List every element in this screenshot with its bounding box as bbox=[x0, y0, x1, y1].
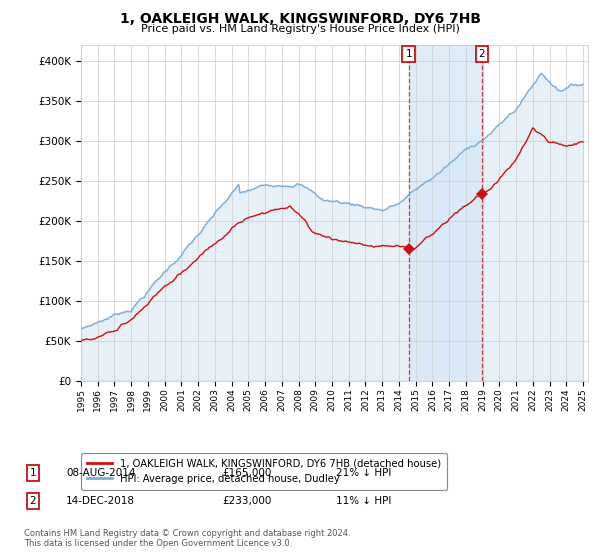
Text: 11% ↓ HPI: 11% ↓ HPI bbox=[336, 496, 391, 506]
Text: This data is licensed under the Open Government Licence v3.0.: This data is licensed under the Open Gov… bbox=[24, 539, 292, 548]
Text: 14-DEC-2018: 14-DEC-2018 bbox=[66, 496, 135, 506]
Text: 1, OAKLEIGH WALK, KINGSWINFORD, DY6 7HB: 1, OAKLEIGH WALK, KINGSWINFORD, DY6 7HB bbox=[119, 12, 481, 26]
Text: 2: 2 bbox=[29, 496, 37, 506]
Bar bbox=[409, 45, 482, 381]
Text: 08-AUG-2014: 08-AUG-2014 bbox=[66, 468, 136, 478]
Legend: 1, OAKLEIGH WALK, KINGSWINFORD, DY6 7HB (detached house), HPI: Average price, de: 1, OAKLEIGH WALK, KINGSWINFORD, DY6 7HB … bbox=[81, 453, 447, 490]
Text: 1: 1 bbox=[29, 468, 37, 478]
Text: Contains HM Land Registry data © Crown copyright and database right 2024.: Contains HM Land Registry data © Crown c… bbox=[24, 529, 350, 538]
Text: 2: 2 bbox=[478, 49, 485, 59]
Text: Price paid vs. HM Land Registry's House Price Index (HPI): Price paid vs. HM Land Registry's House … bbox=[140, 24, 460, 34]
Text: 1: 1 bbox=[406, 49, 412, 59]
Text: £165,000: £165,000 bbox=[222, 468, 271, 478]
Text: 21% ↓ HPI: 21% ↓ HPI bbox=[336, 468, 391, 478]
Text: £233,000: £233,000 bbox=[222, 496, 271, 506]
